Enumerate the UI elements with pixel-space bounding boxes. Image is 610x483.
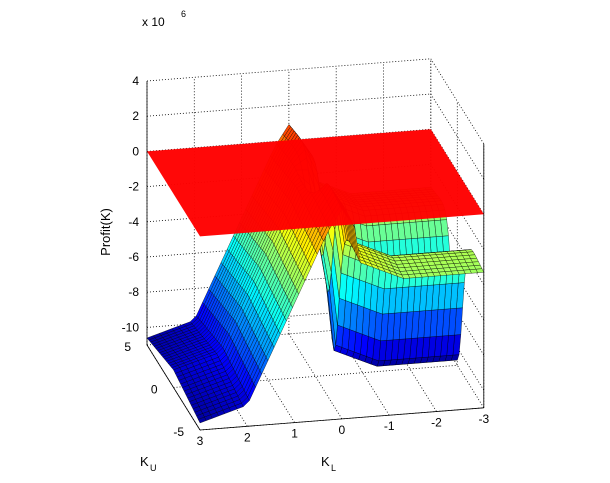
z-tick-label: -6	[128, 250, 139, 264]
x-tick-label: -1	[384, 419, 395, 433]
zero-plane-surface	[147, 129, 484, 237]
z-tick-label: 4	[132, 74, 139, 88]
z-tick-label: -2	[128, 180, 139, 194]
x-tick-label: 3	[197, 434, 204, 448]
z-tick-label: -4	[128, 215, 139, 229]
z-multiplier: x 10	[142, 15, 165, 29]
axis-labels: x 10 6 Profit(K) K L K U	[98, 9, 336, 473]
y-axis-label: K	[140, 454, 149, 469]
x-axis-label-sub: L	[331, 463, 336, 473]
z-tick-label: -8	[128, 285, 139, 299]
tick-labels: 4 2 0 -2 -4 -6 -8 -10 3 2 1 0 -1 -2 -3 5 0 -5	[122, 74, 490, 448]
x-tick-label: 2	[244, 430, 251, 444]
z-tick-label: 0	[132, 144, 139, 158]
surface-patch	[197, 416, 207, 424]
x-tick-label: 0	[339, 423, 346, 437]
x-tick-label: 1	[291, 427, 298, 441]
y-tick-label: 5	[124, 340, 131, 354]
z-multiplier-exp: 6	[181, 9, 186, 19]
z-axis-label: Profit(K)	[98, 208, 113, 256]
zero-plane	[147, 129, 484, 237]
x-tick-label: -2	[431, 416, 442, 430]
y-tick-label: -5	[173, 425, 184, 439]
z-tick-label: 2	[132, 109, 139, 123]
y-tick-label: 0	[151, 383, 158, 397]
z-tick-label: -10	[122, 320, 140, 334]
x-axis-label: K	[321, 454, 330, 469]
x-tick-label: -3	[478, 412, 489, 426]
y-axis-label-sub: U	[150, 463, 157, 473]
